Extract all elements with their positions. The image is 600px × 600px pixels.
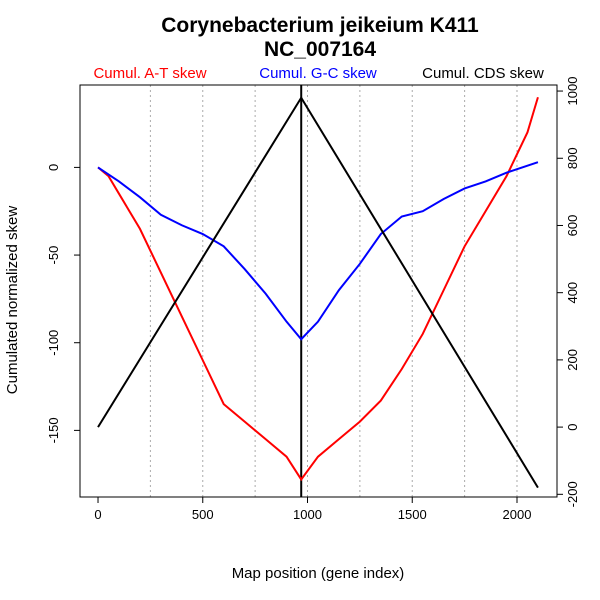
y-tick-label: -100	[46, 330, 61, 356]
plot-frame	[79, 84, 558, 498]
x-tick-label: 1500	[398, 507, 427, 522]
y2-tick-label: 1000	[565, 77, 580, 106]
y-axis-label: Cumulated normalized skew	[4, 206, 21, 395]
legend-entry: Cumul. G-C skew	[259, 65, 377, 82]
y-tick-label: 0	[46, 164, 61, 171]
y2-tick-label: 600	[565, 215, 580, 237]
chart-subtitle: NC_007164	[264, 38, 376, 61]
legend-entry: Cumul. CDS skew	[422, 65, 544, 82]
x-tick-label: 500	[192, 507, 214, 522]
skew-line	[97, 161, 539, 341]
y2-tick-label: 0	[565, 423, 580, 430]
skew-line	[97, 95, 539, 489]
x-tick-label: 2000	[503, 507, 532, 522]
y2-tick-label: 800	[565, 147, 580, 169]
x-tick-label: 1000	[293, 507, 322, 522]
y2-tick-label: 200	[565, 349, 580, 371]
x-axis-label: Map position (gene index)	[232, 565, 405, 582]
y-tick-label: -50	[46, 246, 61, 265]
legend-entry: Cumul. A-T skew	[93, 65, 206, 82]
y2-tick-label: 400	[565, 282, 580, 304]
y2-tick-label: -200	[565, 481, 580, 507]
chart-title: Corynebacterium jeikeium K411	[161, 14, 479, 37]
skew-line	[97, 96, 539, 482]
x-tick-label: 0	[94, 507, 101, 522]
y-tick-label: -150	[46, 417, 61, 443]
